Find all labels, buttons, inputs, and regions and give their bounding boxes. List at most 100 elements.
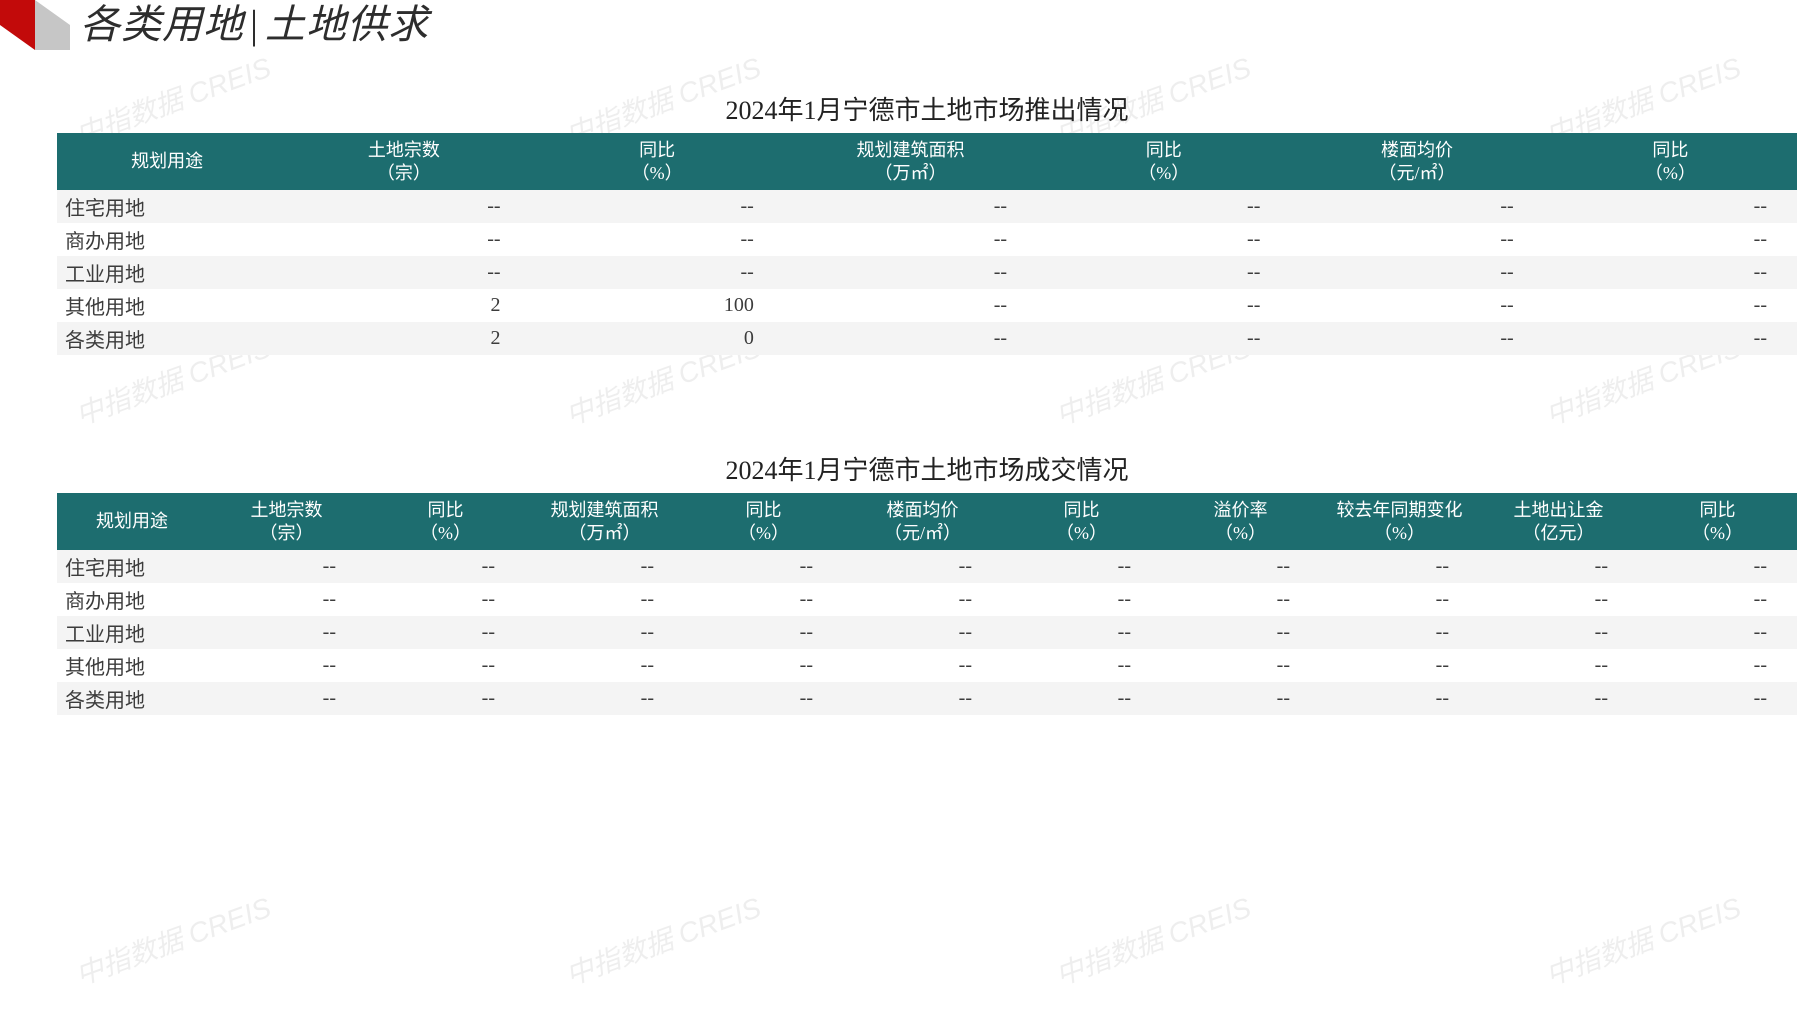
table-col-header: 楼面均价（元/㎡） bbox=[843, 493, 1002, 550]
cell-value: -- bbox=[843, 583, 1002, 616]
cell-value: -- bbox=[1037, 256, 1290, 289]
cell-value: -- bbox=[1479, 616, 1638, 649]
cell-value: -- bbox=[1037, 289, 1290, 322]
cell-value: -- bbox=[784, 223, 1037, 256]
cell-value: -- bbox=[784, 256, 1037, 289]
cell-value: -- bbox=[1037, 190, 1290, 223]
row-label: 住宅用地 bbox=[57, 550, 207, 583]
table-col-header: 同比（%） bbox=[1037, 133, 1290, 190]
cell-value: 0 bbox=[531, 322, 784, 355]
cell-value: -- bbox=[1290, 223, 1543, 256]
logo-red-shape bbox=[0, 0, 35, 50]
cell-value: -- bbox=[684, 649, 843, 682]
cell-value: -- bbox=[366, 682, 525, 715]
table-row: 各类用地-------------------- bbox=[57, 682, 1797, 715]
row-label: 商办用地 bbox=[57, 583, 207, 616]
cell-value: -- bbox=[207, 649, 366, 682]
cell-value: 2 bbox=[277, 322, 530, 355]
page-title: 各类用地|土地供求 bbox=[80, 0, 429, 50]
cell-value: -- bbox=[531, 256, 784, 289]
cell-value: -- bbox=[525, 583, 684, 616]
cell-value: -- bbox=[277, 256, 530, 289]
title-divider: | bbox=[244, 2, 265, 47]
table-row: 其他用地2100-------- bbox=[57, 289, 1797, 322]
table-col-header: 楼面均价（元/㎡） bbox=[1290, 133, 1543, 190]
cell-value: -- bbox=[1320, 649, 1479, 682]
table2-head-row: 规划用途土地宗数（宗）同比（%）规划建筑面积（万㎡）同比（%）楼面均价（元/㎡）… bbox=[57, 493, 1797, 550]
cell-value: -- bbox=[1320, 583, 1479, 616]
cell-value: -- bbox=[366, 616, 525, 649]
cell-value: -- bbox=[784, 322, 1037, 355]
table-col-header: 土地宗数（宗） bbox=[207, 493, 366, 550]
watermark-text: 中指数据 CREIS bbox=[1539, 886, 1746, 994]
cell-value: -- bbox=[1161, 550, 1320, 583]
row-label: 各类用地 bbox=[57, 322, 277, 355]
cell-value: -- bbox=[525, 682, 684, 715]
cell-value: -- bbox=[1002, 583, 1161, 616]
header-logo bbox=[0, 0, 70, 50]
cell-value: -- bbox=[1002, 682, 1161, 715]
table-row: 商办用地------------ bbox=[57, 223, 1797, 256]
row-label: 其他用地 bbox=[57, 289, 277, 322]
cell-value: -- bbox=[1544, 256, 1797, 289]
cell-value: -- bbox=[277, 190, 530, 223]
cell-value: -- bbox=[1161, 682, 1320, 715]
cell-value: -- bbox=[277, 223, 530, 256]
table1: 规划用途土地宗数（宗）同比（%）规划建筑面积（万㎡）同比（%）楼面均价（元/㎡）… bbox=[57, 133, 1797, 355]
cell-value: -- bbox=[531, 190, 784, 223]
table1-body: 住宅用地------------商办用地------------工业用地----… bbox=[57, 190, 1797, 355]
watermark-text: 中指数据 CREIS bbox=[1049, 886, 1256, 994]
cell-value: -- bbox=[1320, 616, 1479, 649]
cell-value: -- bbox=[1290, 190, 1543, 223]
table-col-header: 土地出让金（亿元） bbox=[1479, 493, 1638, 550]
cell-value: -- bbox=[1290, 256, 1543, 289]
row-label: 工业用地 bbox=[57, 616, 207, 649]
cell-value: -- bbox=[1002, 649, 1161, 682]
table-row: 各类用地20-------- bbox=[57, 322, 1797, 355]
table-col-header: 规划用途 bbox=[57, 493, 207, 550]
table-row: 住宅用地------------ bbox=[57, 190, 1797, 223]
watermark-text: 中指数据 CREIS bbox=[559, 886, 766, 994]
cell-value: -- bbox=[684, 583, 843, 616]
row-label: 其他用地 bbox=[57, 649, 207, 682]
table-col-header: 同比（%） bbox=[531, 133, 784, 190]
table-col-header: 规划建筑面积（万㎡） bbox=[784, 133, 1037, 190]
table2-title: 2024年1月宁德市土地市场成交情况 bbox=[57, 450, 1797, 487]
cell-value: -- bbox=[784, 289, 1037, 322]
cell-value: -- bbox=[1479, 583, 1638, 616]
cell-value: -- bbox=[843, 616, 1002, 649]
table2-body: 住宅用地--------------------商办用地------------… bbox=[57, 550, 1797, 715]
cell-value: -- bbox=[207, 616, 366, 649]
cell-value: -- bbox=[207, 583, 366, 616]
cell-value: -- bbox=[1479, 649, 1638, 682]
table-row: 工业用地-------------------- bbox=[57, 616, 1797, 649]
cell-value: -- bbox=[1037, 223, 1290, 256]
table1-wrap: 2024年1月宁德市土地市场推出情况 规划用途土地宗数（宗）同比（%）规划建筑面… bbox=[57, 90, 1797, 355]
cell-value: -- bbox=[366, 550, 525, 583]
watermark-text: 中指数据 CREIS bbox=[69, 886, 276, 994]
logo-grey-shape bbox=[35, 0, 70, 50]
cell-value: -- bbox=[1544, 289, 1797, 322]
cell-value: -- bbox=[1638, 682, 1797, 715]
cell-value: -- bbox=[1037, 322, 1290, 355]
row-label: 工业用地 bbox=[57, 256, 277, 289]
cell-value: -- bbox=[207, 682, 366, 715]
cell-value: -- bbox=[1161, 583, 1320, 616]
cell-value: -- bbox=[843, 649, 1002, 682]
cell-value: -- bbox=[1638, 649, 1797, 682]
table-col-header: 规划建筑面积（万㎡） bbox=[525, 493, 684, 550]
cell-value: -- bbox=[1544, 190, 1797, 223]
title-left: 各类用地 bbox=[80, 2, 244, 47]
table-col-header: 较去年同期变化（%） bbox=[1320, 493, 1479, 550]
table2: 规划用途土地宗数（宗）同比（%）规划建筑面积（万㎡）同比（%）楼面均价（元/㎡）… bbox=[57, 493, 1797, 715]
table-col-header: 同比（%） bbox=[1002, 493, 1161, 550]
cell-value: -- bbox=[1479, 682, 1638, 715]
table-col-header: 同比（%） bbox=[684, 493, 843, 550]
cell-value: -- bbox=[1161, 616, 1320, 649]
cell-value: -- bbox=[1638, 550, 1797, 583]
cell-value: -- bbox=[684, 616, 843, 649]
cell-value: -- bbox=[531, 223, 784, 256]
cell-value: -- bbox=[1638, 616, 1797, 649]
title-right: 土地供求 bbox=[265, 2, 429, 47]
table1-title: 2024年1月宁德市土地市场推出情况 bbox=[57, 90, 1797, 127]
